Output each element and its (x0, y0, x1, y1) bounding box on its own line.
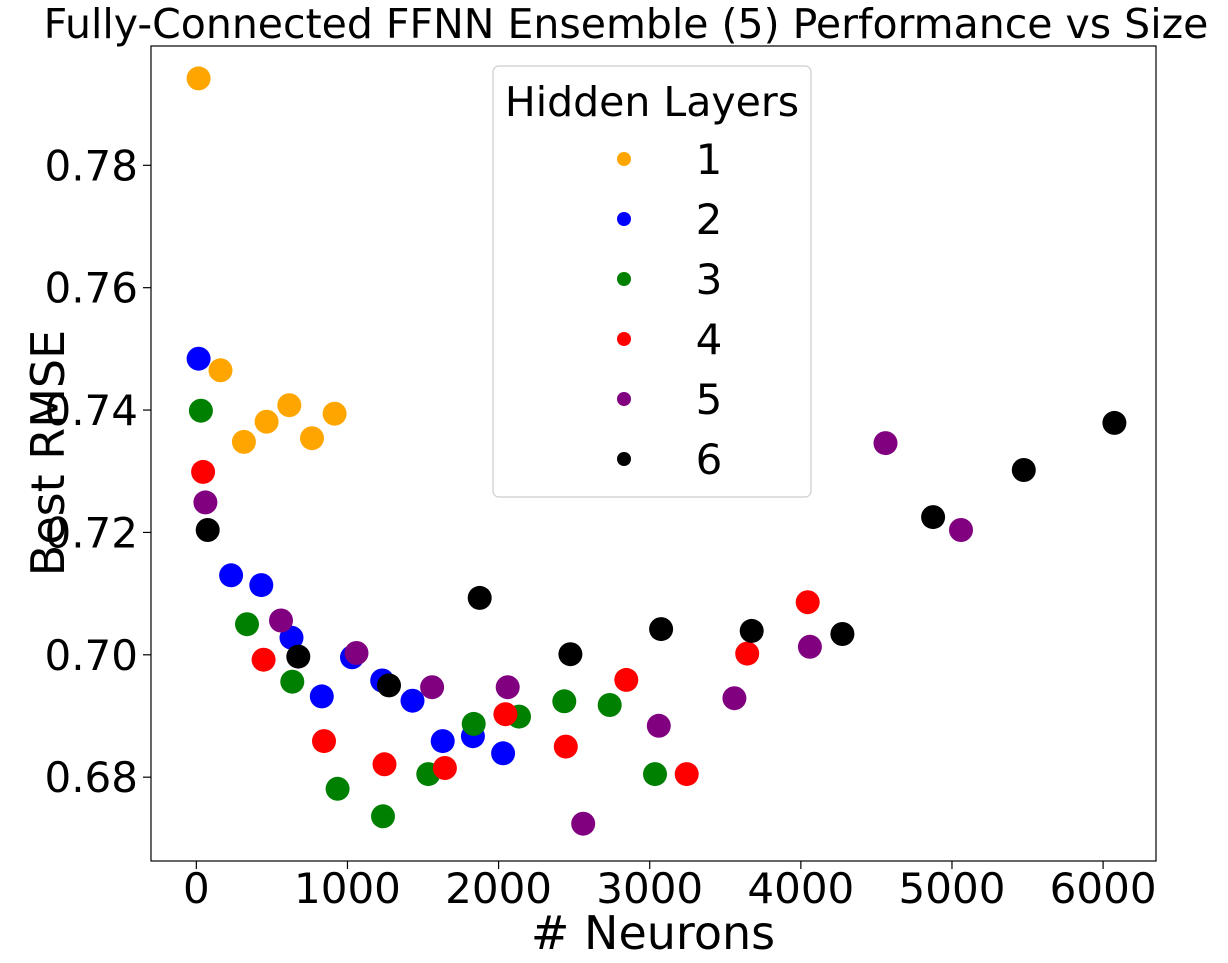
data-point-layers-5-4 (495, 675, 520, 700)
data-point-layers-4-6 (553, 734, 578, 759)
x-tick-label: 1000 (294, 864, 401, 913)
data-point-layers-5-6 (646, 713, 671, 738)
x-tick-label: 0 (183, 864, 210, 913)
legend-entries: 1 2 3 4 5 6 (617, 135, 722, 484)
data-point-layers-4-7 (614, 667, 639, 692)
data-point-layers-6-4 (558, 642, 583, 667)
data-point-layers-4-3 (372, 752, 397, 777)
x-tick-label: 5000 (899, 864, 1006, 913)
data-point-layers-2-2 (249, 573, 274, 598)
data-point-layers-6-6 (739, 618, 764, 643)
data-point-layers-4-4 (432, 756, 457, 780)
x-axis-ticks: 0 1000 2000 3000 4000 5000 6000 (183, 861, 1157, 913)
x-tick-label: 6000 (1050, 864, 1157, 913)
data-point-layers-6-3 (467, 585, 492, 610)
data-point-layers-2-4 (309, 684, 334, 709)
legend-marker-4 (617, 332, 631, 346)
data-point-layers-5-5 (571, 811, 596, 836)
data-point-layers-4-2 (312, 729, 336, 754)
data-point-layers-4-9 (735, 641, 760, 666)
y-axis-label: Best RMSE (21, 330, 75, 576)
data-point-layers-6-8 (921, 505, 946, 530)
data-point-layers-5-7 (722, 686, 747, 711)
data-point-layers-3-4 (371, 804, 395, 829)
data-point-layers-5-3 (420, 675, 445, 700)
data-point-layers-2-8 (430, 729, 455, 754)
data-points (186, 66, 1127, 836)
plot-frame (150, 45, 1157, 862)
legend-title: Hidden Layers (505, 78, 799, 126)
data-point-layers-2-7 (400, 688, 425, 713)
data-point-layers-6-1 (286, 644, 311, 669)
legend-label-5: 5 (696, 375, 723, 424)
data-point-layers-4-5 (493, 702, 518, 727)
data-point-layers-3-2 (280, 669, 305, 694)
data-point-layers-3-3 (325, 776, 350, 801)
data-point-layers-1-3 (254, 409, 279, 434)
data-point-layers-1-4 (277, 393, 302, 418)
y-tick-label: 0.78 (44, 141, 138, 190)
legend-label-4: 4 (696, 315, 723, 364)
legend-box (492, 65, 812, 498)
data-point-layers-6-2 (377, 673, 401, 698)
data-point-layers-2-10 (491, 741, 516, 766)
data-point-layers-3-8 (552, 689, 577, 714)
legend-marker-5 (617, 392, 631, 406)
data-point-layers-6-10 (1102, 410, 1127, 435)
legend-label-3: 3 (696, 255, 723, 304)
x-tick-label: 2000 (445, 864, 552, 913)
data-point-layers-4-8 (674, 762, 699, 787)
legend-marker-2 (617, 212, 631, 226)
data-point-layers-5-10 (949, 518, 973, 542)
data-point-layers-2-0 (186, 346, 211, 371)
y-tick-label: 0.70 (44, 631, 138, 680)
x-axis-label: # Neurons (531, 906, 775, 960)
data-point-layers-5-0 (193, 490, 218, 515)
data-point-layers-6-7 (830, 622, 855, 646)
legend-marker-1 (617, 152, 631, 166)
data-point-layers-4-1 (251, 647, 276, 672)
data-point-layers-1-2 (231, 429, 256, 454)
data-point-layers-5-1 (269, 608, 293, 633)
data-point-layers-3-6 (461, 711, 486, 736)
data-point-layers-2-3 (279, 625, 304, 650)
data-point-layers-3-0 (188, 398, 213, 423)
legend-label-2: 2 (696, 195, 723, 244)
data-point-layers-1-0 (186, 66, 211, 91)
y-tick-label: 0.68 (44, 753, 138, 802)
legend-label-6: 6 (696, 435, 723, 484)
legend-marker-6 (617, 452, 631, 466)
data-point-layers-4-0 (191, 459, 216, 484)
data-point-layers-6-0 (195, 518, 220, 542)
chart-title: Fully-Connected FFNN Ensemble (5) Perfor… (44, 0, 1209, 48)
y-tick-label: 0.76 (44, 264, 138, 313)
data-point-layers-1-6 (322, 401, 347, 426)
data-point-layers-5-9 (873, 431, 898, 456)
x-tick-label: 3000 (596, 864, 703, 913)
legend-label-1: 1 (696, 135, 723, 184)
y-tick-label: 0.72 (44, 508, 138, 557)
y-tick-label: 0.74 (44, 386, 138, 435)
data-point-layers-5-8 (797, 634, 822, 659)
data-point-layers-6-9 (1011, 458, 1036, 482)
y-axis-ticks: 0.68 0.70 0.72 0.74 0.76 0.78 (44, 141, 151, 802)
data-point-layers-3-1 (235, 612, 259, 637)
data-point-layers-3-10 (643, 762, 667, 787)
data-point-layers-6-5 (649, 617, 674, 642)
data-point-layers-4-10 (795, 590, 820, 615)
legend-marker-3 (617, 272, 631, 286)
legend: Hidden Layers 1 2 3 4 5 6 (492, 65, 812, 498)
data-point-layers-3-9 (597, 693, 622, 717)
data-point-layers-5-2 (344, 641, 369, 665)
data-point-layers-2-1 (219, 563, 244, 588)
data-point-layers-1-5 (300, 426, 324, 451)
x-tick-label: 4000 (747, 864, 854, 913)
data-point-layers-1-1 (208, 358, 233, 383)
